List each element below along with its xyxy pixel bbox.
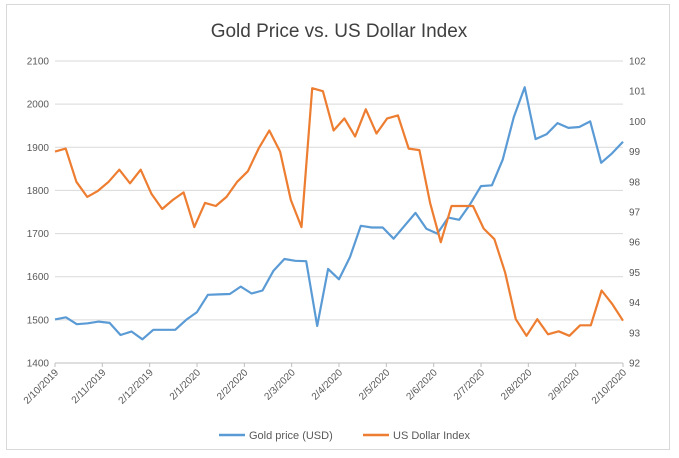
x-tick-label: 2/6/2020 [404, 367, 440, 403]
x-tick-label: 2/10/2019 [22, 367, 62, 407]
left-axis-ticks: 1400 1500 1600 1700 1800 1900 2000 2100 [27, 57, 50, 370]
x-tick-label: 2/7/2020 [452, 367, 488, 403]
x-tick-label: 2/8/2020 [499, 367, 535, 403]
line-chart: Gold Price vs. US Dollar Index 140015001… [22, 21, 646, 442]
right-tick-label: 92 [629, 359, 641, 370]
chart-container: Gold Price vs. US Dollar Index 1400 1500 1… [6, 4, 670, 450]
right-tick-label: 99 [629, 147, 641, 158]
legend-label-gold: Gold price (USD) [249, 430, 333, 442]
x-tick-label: 2/2/2020 [215, 367, 251, 403]
x-tick-label: 2/4/2020 [310, 367, 346, 403]
left-tick-label: 1800 [27, 186, 50, 197]
x-tick-label: 2/12/2019 [117, 367, 157, 407]
x-axis-ticks: 2/10/2019 2/11/2019 2/12/2019 2/1/2020 2/2/2… [22, 363, 630, 407]
right-tick-label: 98 [629, 177, 641, 188]
series-lines [54, 86, 624, 341]
legend: Gold price (USD) US Dollar Index [219, 430, 471, 442]
left-tick-label: 1900 [27, 143, 50, 154]
left-tick-label: 2100 [27, 57, 50, 68]
x-tick-label: 2/11/2019 [70, 367, 109, 406]
legend-label-usd: US Dollar Index [393, 430, 471, 442]
right-tick-label: 93 [629, 328, 641, 339]
left-tick-label: 1600 [27, 272, 50, 283]
right-tick-label: 102 [629, 57, 646, 68]
left-tick-label: 1700 [27, 229, 50, 240]
right-axis-ticks: 92 93 94 95 96 97 98 99 100 101 102 [629, 57, 646, 370]
usd-index-line [54, 87, 624, 337]
gold-price-line [54, 86, 624, 341]
right-tick-label: 101 [629, 87, 646, 98]
left-tick-label: 2000 [27, 100, 50, 111]
chart-title: Gold Price vs. US Dollar Index [211, 21, 468, 42]
x-tick-label: 2/9/2020 [546, 367, 582, 403]
x-tick-label: 2/5/2020 [357, 367, 393, 403]
right-tick-label: 96 [629, 238, 641, 249]
left-tick-label: 1400 [27, 359, 50, 370]
right-tick-label: 97 [629, 208, 641, 219]
x-tick-label: 2/1/2020 [168, 367, 204, 403]
gridlines [55, 60, 623, 364]
x-tick-label: 2/3/2020 [262, 367, 298, 403]
right-tick-label: 100 [629, 117, 646, 128]
left-tick-label: 1500 [27, 315, 50, 326]
right-tick-label: 94 [629, 298, 641, 309]
right-tick-label: 95 [629, 268, 641, 279]
x-tick-label: 2/10/2020 [590, 367, 630, 407]
